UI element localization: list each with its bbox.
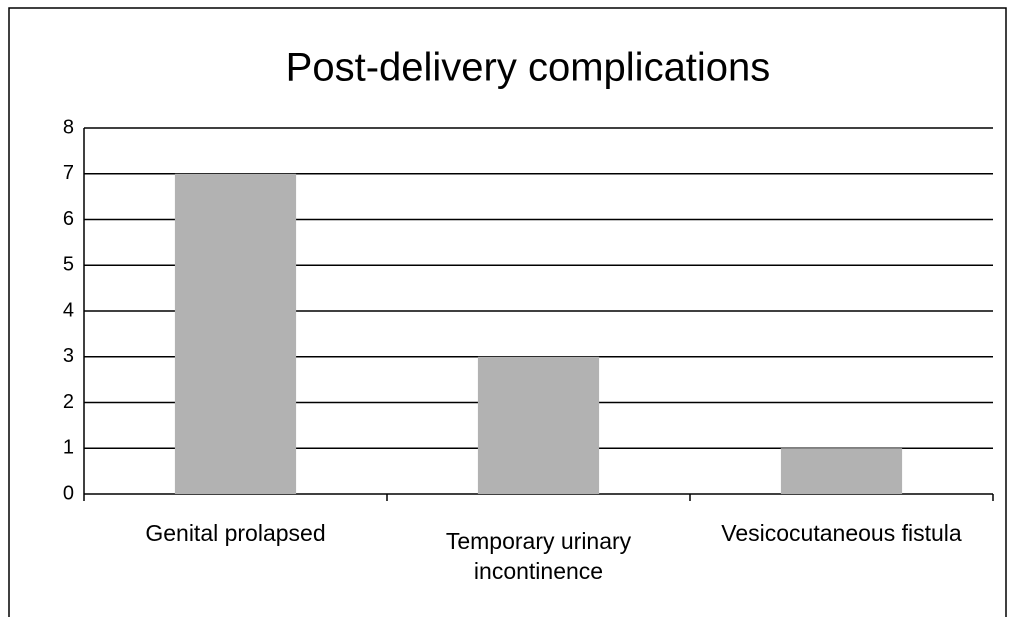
y-tick-label: 3 (63, 345, 74, 367)
y-tick-label: 1 (63, 437, 74, 459)
y-tick-label: 8 (63, 116, 74, 138)
x-tick-label: Genital prolapsed (145, 520, 325, 546)
x-tick-label-line: Temporary urinary (446, 528, 632, 554)
y-tick-label: 7 (63, 162, 74, 184)
chart-title: Post-delivery complications (286, 46, 771, 90)
y-tick-label: 0 (63, 482, 74, 504)
chart-frame (8, 7, 1007, 617)
bar (780, 448, 903, 494)
y-tick-label: 2 (63, 391, 74, 413)
x-tick-label: Temporary urinary incontinence (446, 528, 632, 584)
y-tick-label: 4 (63, 299, 74, 321)
bar (477, 356, 600, 494)
bar (174, 173, 297, 494)
y-tick-label: 6 (63, 208, 74, 230)
x-tick-label-line: incontinence (474, 558, 603, 584)
x-tick-label: Vesicocutaneous fistula (721, 520, 962, 546)
y-tick-label: 5 (63, 254, 74, 276)
